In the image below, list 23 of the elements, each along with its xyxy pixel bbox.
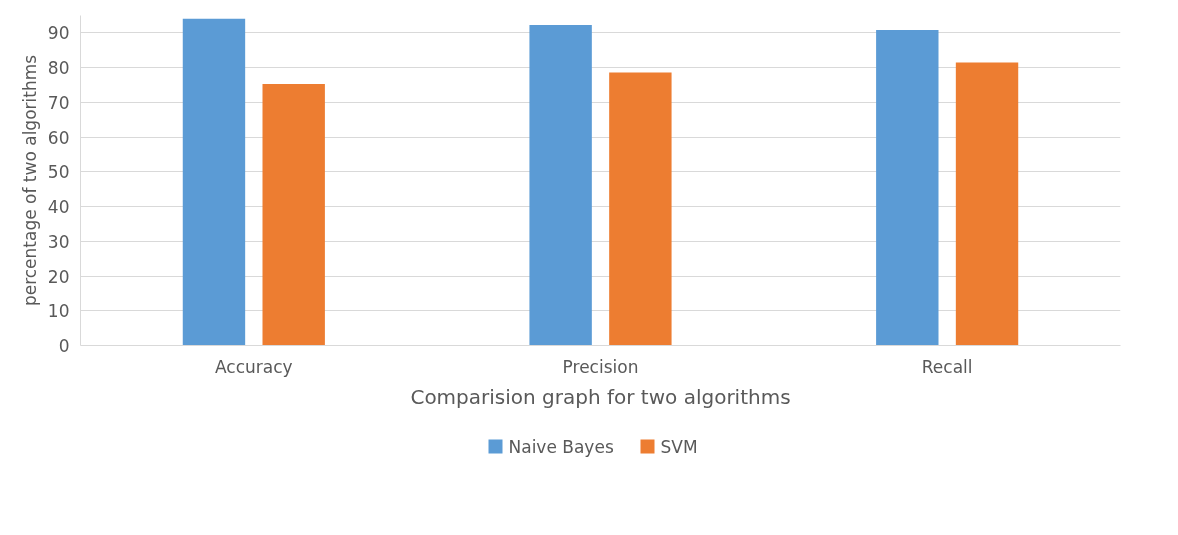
- y-tick-label: 0: [58, 336, 70, 356]
- x-axis-title: Comparision graph for two algorithms: [410, 384, 791, 409]
- y-tick-label: 40: [47, 197, 70, 218]
- legend-label: Naive Bayes: [508, 436, 614, 457]
- y-tick-label: 90: [47, 23, 70, 44]
- y-tick-label: 30: [47, 231, 70, 252]
- x-tick-label: Recall: [921, 356, 973, 377]
- y-tick-label: 10: [47, 301, 70, 322]
- y-tick-label: 70: [47, 92, 70, 113]
- bar: [529, 24, 592, 346]
- y-tick-label: 50: [47, 162, 70, 183]
- legend-label: SVM: [660, 436, 698, 457]
- y-tick-label: 60: [47, 127, 70, 148]
- y-tick-label: 80: [47, 58, 70, 79]
- bar: [262, 83, 325, 346]
- bar: [609, 72, 672, 346]
- y-tick-label: 20: [47, 266, 70, 287]
- x-tick-label: Accuracy: [215, 356, 293, 377]
- x-tick-label: Precision: [562, 356, 639, 377]
- bar: [182, 18, 246, 346]
- bar: [955, 62, 1019, 346]
- y-axis-title: percentage of two algorithms: [19, 54, 40, 307]
- bar: [876, 30, 939, 346]
